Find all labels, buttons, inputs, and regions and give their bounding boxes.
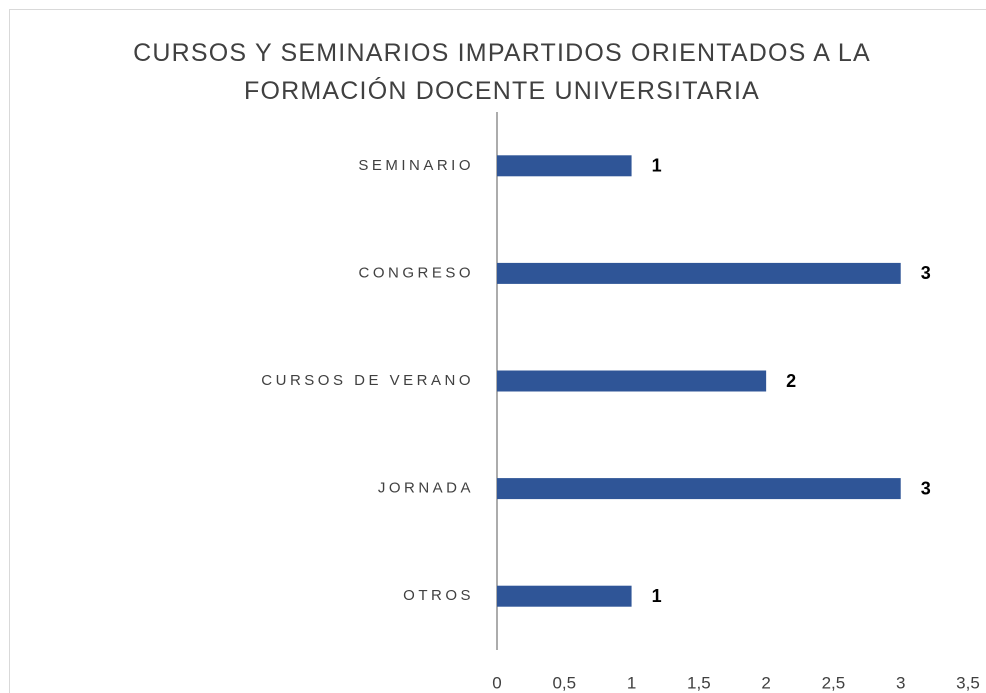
- bar: [497, 585, 632, 607]
- data-label: 3: [921, 478, 931, 498]
- y-tick-label: CURSOS DE VERANO: [261, 372, 474, 389]
- data-label: 2: [786, 371, 796, 391]
- data-label: 1: [652, 586, 662, 606]
- chart-border: [9, 9, 986, 693]
- bar: [497, 155, 632, 177]
- x-tick-label: 3,5: [956, 673, 980, 692]
- data-label: 1: [652, 156, 662, 176]
- bar: [497, 478, 901, 500]
- y-tick-label: JORNADA: [378, 480, 474, 497]
- y-tick-label: CONGRESO: [358, 264, 474, 281]
- x-tick-label: 2,5: [822, 673, 846, 692]
- y-tick-label: OTROS: [403, 587, 474, 604]
- x-tick-label: 1,5: [687, 673, 711, 692]
- x-tick-label: 1: [627, 673, 636, 692]
- bar: [497, 370, 767, 392]
- chart-title: CURSOS Y SEMINARIOS IMPARTIDOS ORIENTADO…: [133, 39, 871, 105]
- y-tick-label: SEMINARIO: [358, 157, 474, 174]
- bar: [497, 262, 901, 284]
- x-tick-label: 3: [896, 673, 905, 692]
- data-label: 3: [921, 263, 931, 283]
- x-tick-label: 0,5: [552, 673, 576, 692]
- x-tick-label: 0: [492, 673, 501, 692]
- x-tick-label: 2: [761, 673, 770, 692]
